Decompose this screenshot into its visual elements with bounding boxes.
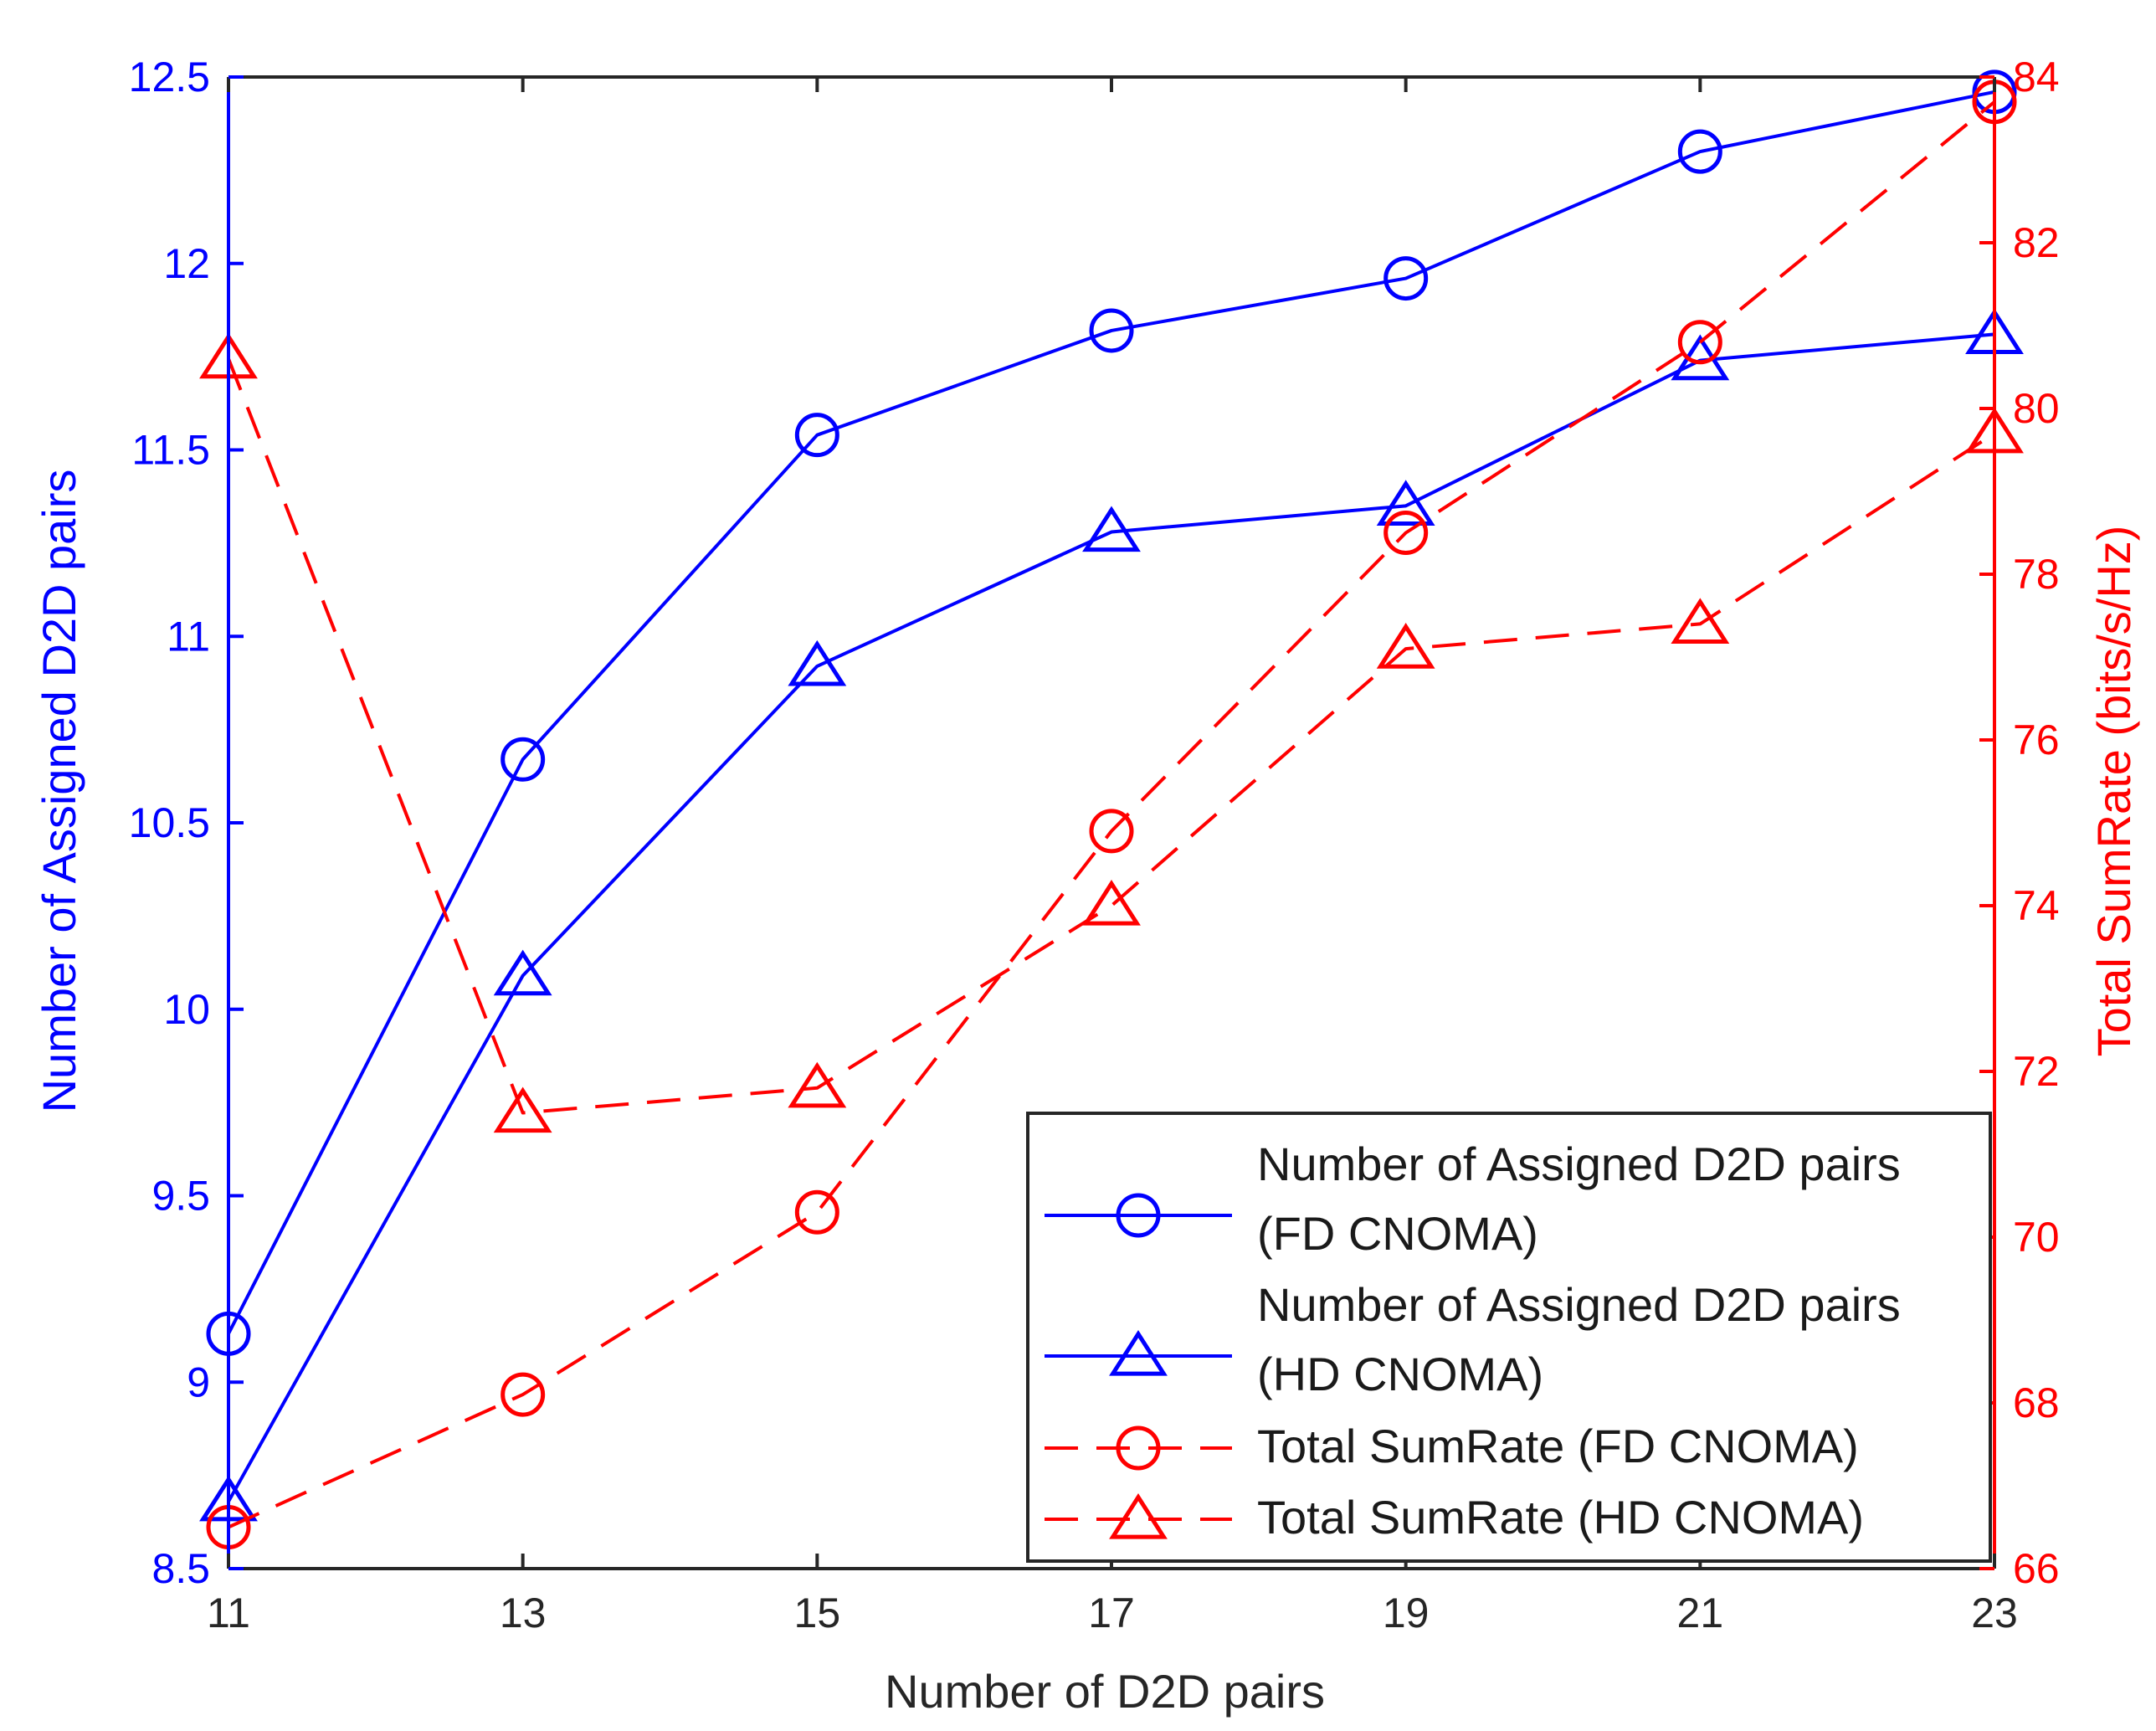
right-y-tick-label: 76 bbox=[2013, 717, 2060, 763]
data-point-hd-assigned bbox=[788, 639, 847, 686]
series-line-fd-assigned bbox=[227, 90, 1995, 1335]
x-axis-title: Number of D2D pairs bbox=[885, 1665, 1325, 1718]
legend-label-hd-assigned-line2: (HD CNOMA) bbox=[1257, 1348, 1543, 1400]
series-line-fd-sumrate bbox=[228, 100, 1996, 1529]
data-point-hd-assigned bbox=[1376, 480, 1435, 526]
legend-marker-fd-assigned bbox=[1116, 1193, 1161, 1238]
legend-box bbox=[1026, 1112, 1992, 1563]
left-y-tick-label: 9.5 bbox=[151, 1173, 210, 1220]
legend-marker-hd-assigned bbox=[1109, 1329, 1168, 1376]
left-y-axis-title: Number of Assigned D2D pairs bbox=[33, 470, 85, 1113]
right-y-tick-label: 66 bbox=[2013, 1545, 2060, 1592]
data-point-fd-assigned bbox=[1089, 308, 1134, 353]
right-y-tick-label: 82 bbox=[2013, 219, 2060, 266]
data-point-hd-sumrate bbox=[1671, 598, 1730, 645]
tick-labels: 11 13 15 17 19 21 23 8.5 9 9.5 10 10.5 11 11.5 12 12.5 6… bbox=[129, 54, 2060, 1636]
data-point-hd-sumrate bbox=[1376, 623, 1435, 669]
x-tick-label: 17 bbox=[1088, 1590, 1135, 1636]
left-y-tick-label: 11 bbox=[167, 613, 210, 660]
left-y-tick-label: 12 bbox=[163, 240, 210, 287]
legend-marker-fd-sumrate bbox=[1116, 1425, 1161, 1471]
right-y-tick-label: 84 bbox=[2013, 54, 2060, 100]
legend-label-fd-sumrate: Total SumRate (FD CNOMA) bbox=[1257, 1420, 1859, 1472]
left-y-tick-label: 10 bbox=[163, 986, 210, 1033]
x-tick-label: 21 bbox=[1677, 1590, 1724, 1636]
axes-frame bbox=[227, 75, 1996, 1570]
data-point-hd-sumrate bbox=[788, 1061, 847, 1108]
x-tick-label: 15 bbox=[794, 1590, 841, 1636]
data-point-fd-assigned bbox=[794, 413, 839, 458]
legend-label-fd-assigned-line2: (FD CNOMA) bbox=[1257, 1207, 1538, 1260]
left-y-tick-label: 8.5 bbox=[151, 1545, 210, 1592]
x-tick-label: 19 bbox=[1383, 1590, 1430, 1636]
legend-label-fd-assigned-line1: Number of Assigned D2D pairs bbox=[1257, 1138, 1901, 1190]
x-tick-label: 23 bbox=[1971, 1590, 2018, 1636]
left-y-tick-label: 12.5 bbox=[129, 54, 210, 100]
data-point-hd-assigned bbox=[493, 949, 552, 996]
data-point-hd-sumrate bbox=[1082, 879, 1141, 926]
data-point-hd-sumrate bbox=[493, 1086, 552, 1133]
data-point-fd-sumrate bbox=[1089, 809, 1134, 854]
series-line-hd-sumrate bbox=[227, 357, 1996, 1115]
left-y-tick-label: 10.5 bbox=[129, 799, 210, 846]
data-point-hd-assigned bbox=[1082, 506, 1141, 552]
series-fd-sumrate bbox=[206, 80, 2017, 1549]
right-y-axis-title: Total SumRate (bits/s/Hz) bbox=[2087, 526, 2140, 1057]
data-point-fd-assigned bbox=[1383, 256, 1429, 301]
data-point-fd-assigned bbox=[1677, 129, 1722, 174]
right-y-tick-label: 80 bbox=[2013, 385, 2060, 432]
right-y-tick-label: 72 bbox=[2013, 1048, 2060, 1095]
left-y-tick-label: 11.5 bbox=[131, 427, 210, 474]
x-tick-label: 11 bbox=[207, 1590, 250, 1636]
right-y-tick-label: 78 bbox=[2013, 551, 2060, 598]
legend-label-hd-assigned-line1: Number of Assigned D2D pairs bbox=[1257, 1278, 1901, 1331]
legend-marker-hd-sumrate bbox=[1109, 1492, 1168, 1539]
x-tick-label: 13 bbox=[500, 1590, 547, 1636]
data-point-fd-sumrate bbox=[794, 1189, 839, 1235]
left-y-tick-label: 9 bbox=[187, 1359, 210, 1405]
right-y-tick-label: 70 bbox=[2013, 1214, 2060, 1261]
legend: Number of Assigned D2D pairs (FD CNOMA) … bbox=[1026, 1112, 1992, 1563]
data-point-fd-assigned bbox=[501, 737, 546, 782]
legend-samples bbox=[1045, 1193, 1232, 1539]
right-y-tick-label: 68 bbox=[2013, 1379, 2060, 1426]
data-point-fd-sumrate bbox=[1677, 320, 1722, 365]
right-y-tick-label: 74 bbox=[2013, 882, 2060, 929]
data-point-fd-sumrate bbox=[1383, 511, 1429, 555]
data-point-fd-sumrate bbox=[501, 1372, 546, 1417]
legend-label-hd-sumrate: Total SumRate (HD CNOMA) bbox=[1257, 1491, 1864, 1544]
